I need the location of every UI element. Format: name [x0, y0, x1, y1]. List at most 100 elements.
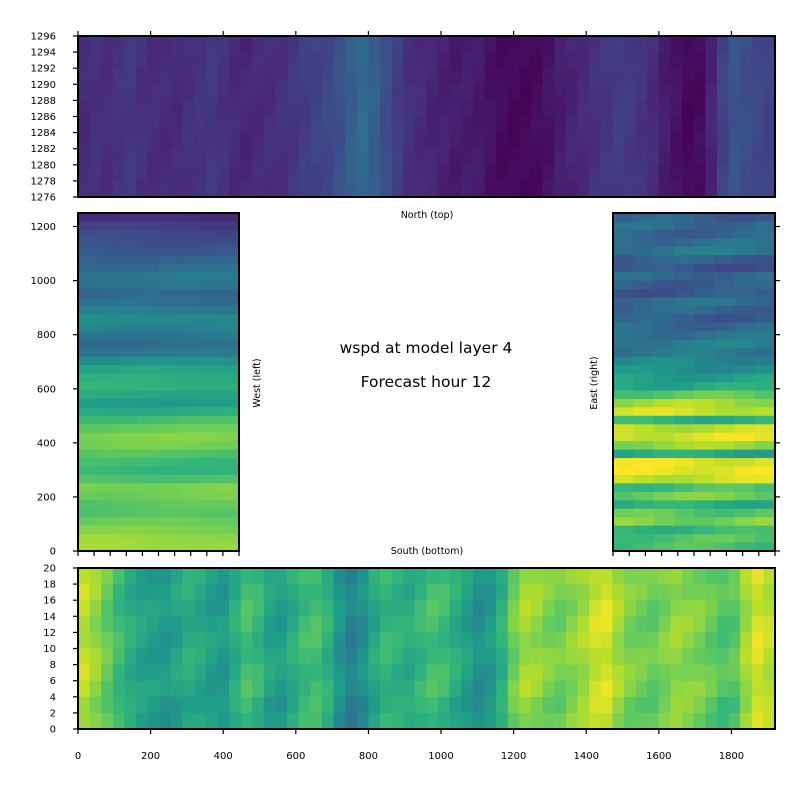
- north-cell: [310, 180, 323, 198]
- y-tick-label: 6: [50, 676, 56, 687]
- east-cell: [653, 407, 675, 417]
- north-cell: [275, 180, 288, 198]
- north-cell: [589, 36, 602, 53]
- north-cell: [519, 36, 532, 53]
- south-cell: [147, 568, 160, 585]
- south-cell: [333, 680, 346, 698]
- west-cell: [158, 432, 180, 442]
- north-cell: [205, 68, 218, 85]
- south-cell: [565, 712, 579, 730]
- west-cell: [178, 238, 200, 248]
- y-tick-label: 1292: [31, 64, 56, 75]
- south-cell: [159, 616, 172, 633]
- east-cell: [694, 339, 715, 349]
- east-cell: [714, 255, 736, 265]
- east-cell: [754, 365, 776, 375]
- south-cell: [275, 632, 288, 650]
- east-cell: [673, 474, 695, 484]
- north-cell: [519, 68, 532, 85]
- south-cell: [705, 600, 718, 617]
- south-cell: [658, 696, 672, 714]
- east-cell: [613, 373, 634, 383]
- north-cell: [589, 84, 602, 101]
- x-tick-label: 600: [286, 751, 305, 762]
- north-cell: [438, 116, 451, 134]
- east-cell: [714, 339, 736, 349]
- south-cell: [461, 632, 474, 650]
- south-cell: [612, 696, 625, 714]
- west-cell: [118, 305, 139, 315]
- south-cell: [368, 616, 381, 633]
- west-cell: [218, 382, 240, 392]
- north-cell: [693, 68, 706, 85]
- south-cell: [78, 680, 91, 698]
- south-cell: [414, 632, 428, 650]
- north-cell: [751, 180, 764, 198]
- north-cell: [670, 36, 683, 53]
- north-cell: [484, 100, 497, 118]
- south-cell: [600, 568, 613, 585]
- north-cell: [159, 132, 172, 150]
- north-cell: [623, 116, 637, 134]
- east-cell: [673, 221, 695, 231]
- south-cell: [252, 632, 265, 650]
- north-cell: [531, 132, 544, 150]
- west-cell: [158, 348, 180, 358]
- south-cell: [78, 600, 91, 617]
- north-cell: [612, 164, 625, 182]
- south-cell: [356, 584, 370, 601]
- west-cell: [198, 517, 220, 527]
- east-cell: [633, 483, 655, 493]
- north-cell: [682, 180, 695, 198]
- north-cell: [658, 36, 672, 53]
- south-cell: [217, 584, 230, 601]
- east-cell: [714, 517, 736, 527]
- south-cell: [763, 648, 776, 666]
- south-cell: [403, 568, 416, 585]
- north-cell: [217, 52, 230, 69]
- north-cell: [600, 132, 613, 150]
- west-cell: [198, 373, 220, 383]
- north-cell: [170, 132, 184, 150]
- north-cell: [403, 84, 416, 101]
- north-cell: [101, 84, 114, 101]
- east-cell: [714, 390, 736, 400]
- south-cell: [589, 584, 602, 601]
- north-cell: [240, 52, 253, 69]
- north-cell: [240, 132, 253, 150]
- north-cell: [356, 164, 370, 182]
- north-cell: [124, 180, 137, 198]
- west-cell: [158, 491, 180, 501]
- west-cell: [178, 263, 200, 273]
- south-cell: [136, 680, 149, 698]
- north-cell: [380, 132, 393, 150]
- north-cell: [263, 100, 277, 118]
- south-cell: [345, 584, 358, 601]
- west-cell: [78, 432, 99, 442]
- north-cell: [298, 180, 311, 198]
- east-cell: [714, 508, 736, 518]
- west-cell: [158, 289, 180, 299]
- south-cell: [89, 696, 102, 714]
- south-cell: [159, 680, 172, 698]
- south-cell: [414, 584, 428, 601]
- south-cell: [705, 616, 718, 633]
- north-cell: [356, 68, 370, 85]
- east-cell: [613, 246, 634, 256]
- north-cell: [159, 68, 172, 85]
- east-cell: [633, 525, 655, 535]
- north-cell: [310, 116, 323, 134]
- north-cell: [519, 132, 532, 150]
- south-cell: [542, 648, 555, 666]
- west-cell: [198, 348, 220, 358]
- west-cell: [138, 263, 160, 273]
- south-cell: [298, 712, 311, 730]
- east-cell: [633, 458, 655, 468]
- y-tick-label: 1280: [31, 160, 56, 171]
- north-cell: [240, 100, 253, 118]
- north-cell: [217, 164, 230, 182]
- north-cell: [763, 116, 776, 134]
- west-cell: [198, 525, 220, 535]
- north-cell: [623, 164, 637, 182]
- north-cell: [635, 84, 648, 101]
